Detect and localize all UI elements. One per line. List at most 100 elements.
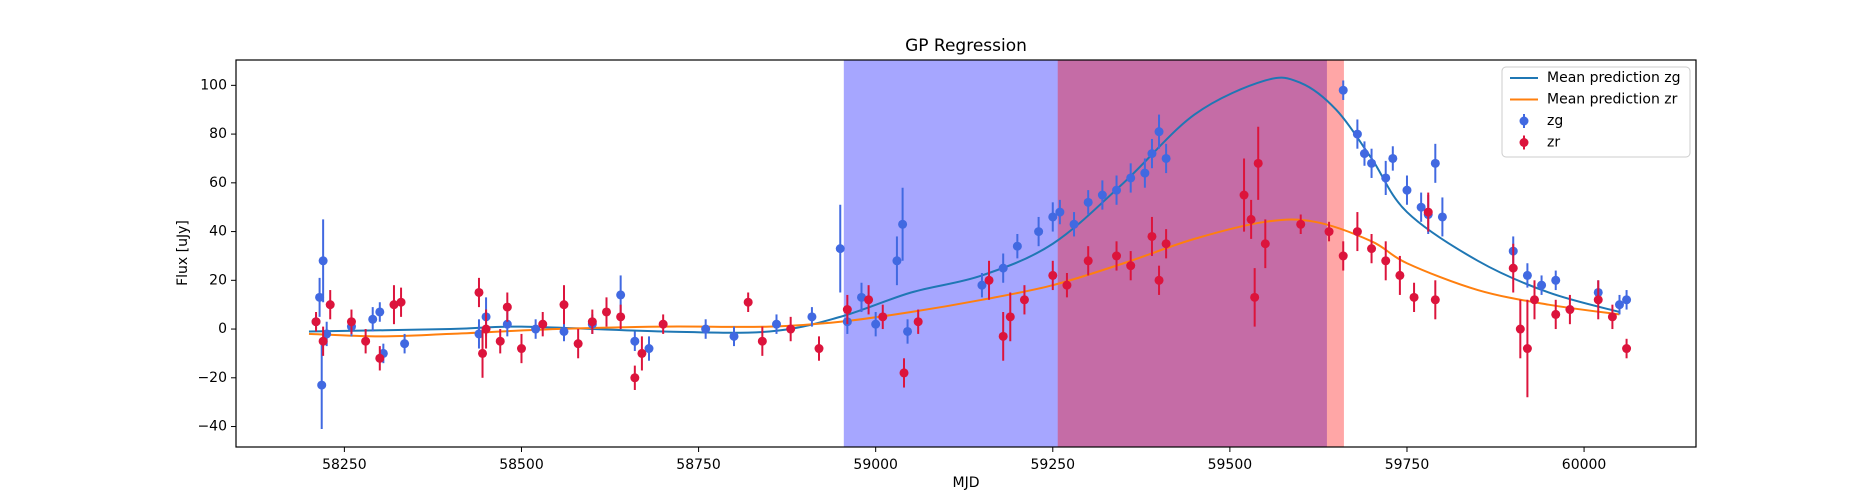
x-tick-label: 58750 (676, 457, 721, 473)
data-point (1423, 207, 1433, 217)
data-point (701, 324, 711, 334)
data-point (495, 336, 505, 346)
data-point (346, 317, 356, 327)
data-point (807, 312, 817, 322)
data-point (1140, 168, 1150, 178)
data-point (400, 339, 410, 349)
data-point (1352, 227, 1362, 237)
legend-box (1501, 66, 1691, 158)
data-point (842, 305, 852, 315)
data-point (1126, 261, 1136, 271)
x-tick-label: 59500 (1208, 457, 1253, 473)
data-point (1097, 190, 1107, 200)
data-point (1250, 292, 1260, 302)
data-point (977, 280, 987, 290)
y-tick-label: 80 (209, 126, 227, 142)
x-tick-label: 59250 (1031, 457, 1076, 473)
data-point (502, 319, 512, 329)
y-tick-label: 20 (209, 272, 227, 288)
data-point (637, 348, 647, 358)
data-point (616, 290, 626, 300)
data-point (1409, 292, 1419, 302)
data-point (878, 312, 888, 322)
data-point (630, 336, 640, 346)
data-point (1416, 202, 1426, 212)
span (843, 60, 1327, 447)
data-point (375, 353, 385, 363)
x-tick-label: 58250 (322, 457, 367, 473)
data-point (538, 319, 548, 329)
data-point (871, 319, 881, 329)
data-point (1381, 173, 1391, 183)
data-point (559, 326, 569, 336)
data-point (1593, 295, 1603, 305)
data-point (325, 300, 335, 310)
data-point (1381, 256, 1391, 266)
data-point (1012, 241, 1022, 251)
data-point (729, 331, 739, 341)
legend-label: Mean prediction zg (1547, 70, 1681, 86)
chart-title: GP Regression (905, 36, 1027, 56)
data-point (1253, 158, 1263, 168)
data-point (1338, 251, 1348, 261)
legend-marker (1519, 138, 1529, 147)
data-point (516, 344, 526, 354)
mean-line (308, 76, 1620, 334)
data-point (573, 339, 583, 349)
data-point (1430, 158, 1440, 168)
data-point (1367, 244, 1377, 254)
data-point (772, 319, 782, 329)
data-point (1112, 185, 1122, 195)
data-point (318, 336, 328, 346)
data-point (1048, 212, 1058, 222)
data-point (1359, 149, 1369, 159)
data-point (1154, 275, 1164, 285)
data-point (1338, 85, 1348, 95)
data-point (898, 219, 908, 229)
data-point (1607, 312, 1617, 322)
data-point (984, 275, 994, 285)
data-point (317, 380, 327, 390)
data-point (601, 307, 611, 317)
y-tick-label: 100 (200, 77, 227, 93)
data-point (644, 344, 654, 354)
x-tick-label: 59000 (853, 457, 898, 473)
data-point (368, 314, 378, 324)
data-point (1430, 295, 1440, 305)
data-point (892, 256, 902, 266)
data-point (478, 348, 488, 358)
data-point (1246, 214, 1256, 224)
data-point (1147, 149, 1157, 159)
data-point (1437, 212, 1447, 222)
data-point (1260, 239, 1270, 249)
data-point (1551, 275, 1561, 285)
data-point (1537, 280, 1547, 290)
data-point (998, 331, 1008, 341)
x-tick-label: 60000 (1562, 457, 1607, 473)
data-point (1508, 263, 1518, 273)
y-tick-label: 40 (209, 224, 227, 240)
data-point (864, 295, 874, 305)
x-tick-label: 59750 (1385, 457, 1430, 473)
data-point (315, 292, 325, 302)
data-point (1614, 300, 1624, 310)
data-point (903, 326, 913, 336)
data-point (389, 300, 399, 310)
data-point (318, 256, 328, 266)
data-point (531, 324, 541, 334)
data-point (1622, 295, 1632, 305)
y-tick-label: −20 (197, 370, 227, 386)
data-point (1239, 190, 1249, 200)
data-point (1529, 295, 1539, 305)
data-point (1551, 309, 1561, 319)
y-tick-label: 60 (209, 175, 227, 191)
data-point (1324, 227, 1334, 237)
data-point (857, 292, 867, 302)
data-point (786, 324, 796, 334)
legend-label: Mean prediction zr (1547, 92, 1678, 108)
data-point (502, 302, 512, 312)
data-point (1005, 312, 1015, 322)
data-point (1622, 344, 1632, 354)
data-point (1388, 153, 1398, 163)
data-point (474, 329, 484, 339)
